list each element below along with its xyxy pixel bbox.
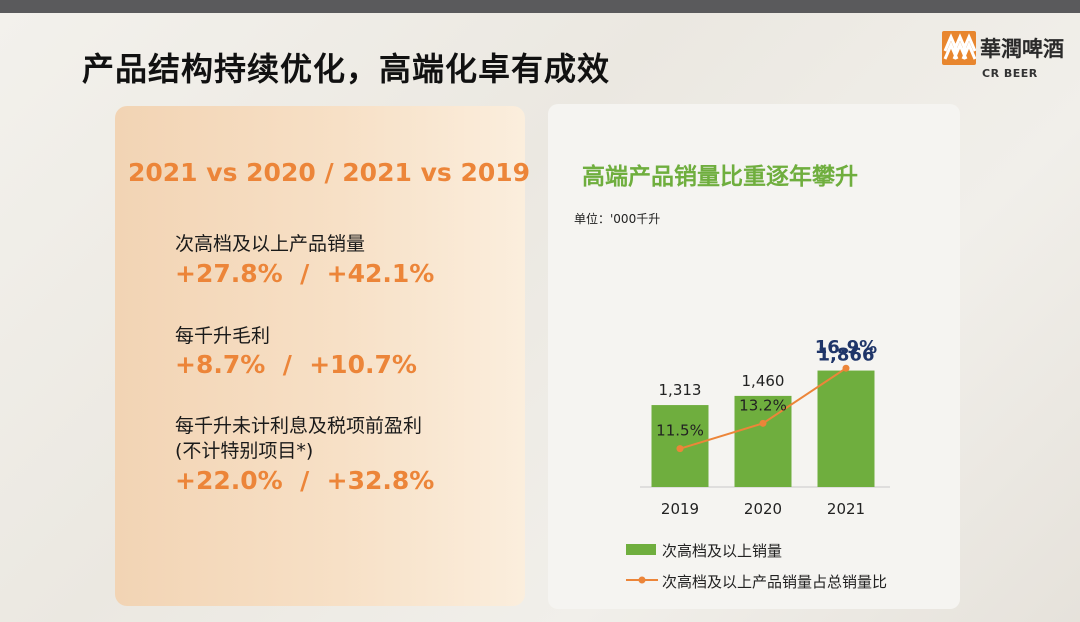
bar-label-2021: 1,866 [818,345,875,366]
metric-label-ebit-note: (不计特别项目*) [175,440,314,462]
x-tick-label-2020: 2020 [744,500,782,518]
line-label-2020: 13.2% [739,396,787,414]
legend-bar-swatch [626,544,656,555]
premium-chart-panel: 高端产品销量比重逐年攀升 单位：'000千升 1,313 2019 1,460 202… [548,104,960,609]
metric-value-premium-volume: +27.8% / +42.1% [175,259,435,288]
bar-2021 [817,370,875,487]
line-point-2020 [759,419,767,427]
chart-title: 高端产品销量比重逐年攀升 [582,164,858,190]
metric-label-ebit: 每千升未计利息及税项前盈利 [175,415,423,437]
line-label-2019: 11.5% [656,422,704,440]
legend-line-swatch [626,576,658,584]
line-point-2019 [676,445,684,453]
chart-unit: 单位：'000千升 [574,212,661,226]
metric-label-gross-profit: 每千升毛利 [175,325,271,347]
x-tick-label-2021: 2021 [827,500,865,518]
cr-beer-logo: 華潤啤酒 CR BEER [942,29,1066,85]
bar-label-2019: 1,313 [659,381,702,399]
bar-label-2020: 1,460 [742,372,785,390]
x-tick-label-2019: 2019 [661,500,699,518]
comparison-heading: 2021 vs 2020 / 2021 vs 2019 [128,158,531,187]
metric-value-gross-profit: +8.7% / +10.7% [175,350,417,379]
logo-text: 華潤啤酒 [980,36,1064,61]
premium-volume-chart: 1,313 2019 1,460 2020 1,866 2021 11.5% 13.2% 16.… [640,337,890,518]
line-label-2021: 16.9% [815,337,877,358]
line-point-2021 [842,364,850,372]
growth-metrics-panel: 2021 vs 2020 / 2021 vs 2019 次高档及以上产品销量 +… [115,106,530,606]
legend-line-label: 次高档及以上产品销量占总销量比 [662,573,888,591]
legend-bar-label: 次高档及以上销量 [662,542,783,560]
logo-subtext: CR BEER [982,67,1038,80]
metric-value-ebit: +22.0% / +32.8% [175,466,435,495]
logo-mark-icon [942,31,977,65]
slide-title: 产品结构持续优化，高端化卓有成效 [82,50,611,88]
metric-label-premium-volume: 次高档及以上产品销量 [175,233,366,255]
top-bar [0,0,1080,13]
